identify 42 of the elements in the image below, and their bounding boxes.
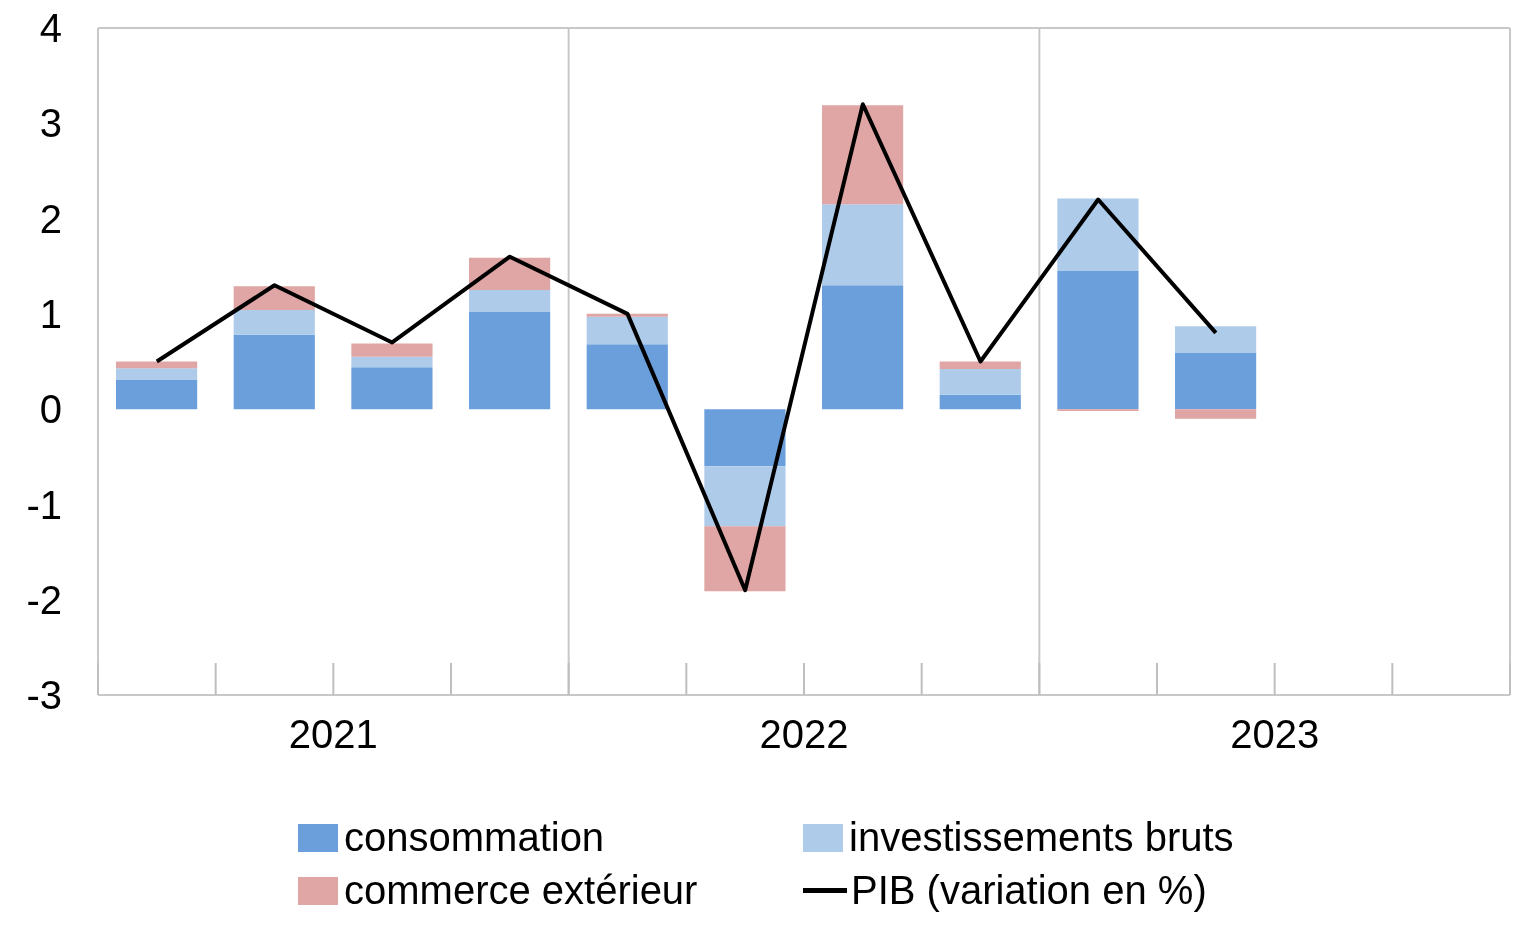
bar xyxy=(1057,198,1139,271)
bar xyxy=(469,290,551,312)
y-tick-label: 2 xyxy=(39,196,62,241)
bar xyxy=(1175,326,1257,353)
y-tick-label: -3 xyxy=(26,673,62,718)
bar xyxy=(351,343,433,357)
bar xyxy=(351,367,433,410)
bar xyxy=(1175,409,1257,419)
bar xyxy=(586,316,668,345)
legend-label: investissements bruts xyxy=(849,815,1234,860)
legend-label: commerce extérieur xyxy=(344,868,698,913)
y-tick-label: -1 xyxy=(26,482,62,527)
text: 2022 xyxy=(759,712,849,756)
y-tick-label: 4 xyxy=(39,6,62,51)
bar xyxy=(586,344,668,410)
legend-label: PIB (variation en %) xyxy=(851,868,1207,913)
bar xyxy=(822,285,904,410)
bar xyxy=(822,204,904,286)
bar xyxy=(1057,270,1139,410)
legend-label: consommation xyxy=(344,815,605,860)
bar xyxy=(939,394,1021,410)
bar xyxy=(822,105,904,205)
bar xyxy=(116,368,198,380)
y-tick-label: 1 xyxy=(39,292,62,337)
y-tick-label: -2 xyxy=(26,577,62,622)
bar xyxy=(469,311,551,410)
bar xyxy=(704,409,786,467)
bar xyxy=(116,379,198,410)
bar xyxy=(233,334,315,410)
text: 2021 xyxy=(288,712,378,756)
bar xyxy=(1175,352,1257,410)
bar xyxy=(939,361,1021,370)
y-tick-label: 0 xyxy=(39,387,62,432)
text: 2023 xyxy=(1230,712,1320,756)
bar xyxy=(704,526,786,592)
bar xyxy=(704,466,786,527)
bar xyxy=(233,310,315,335)
bar xyxy=(939,369,1021,395)
y-tick-label: 3 xyxy=(39,101,62,146)
bar xyxy=(586,313,668,317)
line-series xyxy=(154,102,1218,593)
bar xyxy=(351,356,433,368)
